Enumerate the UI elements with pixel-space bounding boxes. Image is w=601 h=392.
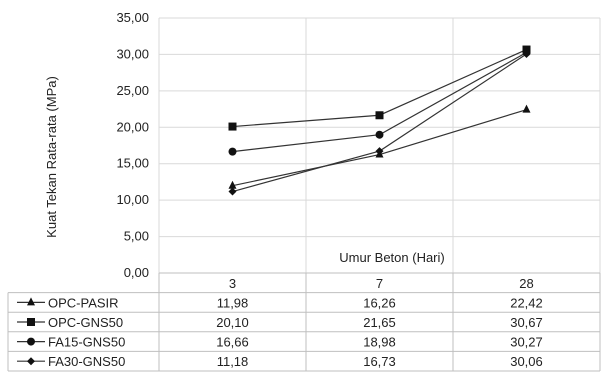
y-tick-label: 30,00: [116, 46, 149, 61]
table-value: 11,98: [217, 295, 249, 310]
legend-marker-opc-pasir: [27, 297, 35, 306]
legend-label-fa30-gns50: FA30-GNS50: [48, 354, 125, 369]
grid-lines: [158, 17, 601, 274]
table-value: 16,26: [363, 295, 396, 310]
point-fa15-gns50: [375, 130, 384, 139]
table-value: 16,66: [216, 335, 249, 350]
x-tick-label: 3: [229, 276, 236, 291]
legend-label-fa15-gns50: FA15-GNS50: [48, 335, 125, 350]
table-value: 20,10: [216, 315, 249, 330]
y-tick-label: 5,00: [124, 229, 149, 244]
legend-marker-fa30-gns50: [27, 357, 35, 366]
point-opc-pasir: [522, 104, 531, 113]
table-value: 30,27: [510, 335, 543, 350]
data-table: 3 7 28 OPC-PASIR 11,98 16,26 22,42 OPC-GNS50 20,…: [7, 272, 601, 372]
table-value: 30,06: [510, 354, 543, 369]
point-fa30-gns50: [375, 147, 384, 156]
table-value: 21,65: [363, 315, 396, 330]
y-axis-title: Kuat Tekan Rata-rata (MPa): [44, 76, 59, 238]
table-value: 30,67: [510, 315, 543, 330]
x-axis-title: Umur Beton (Hari): [339, 250, 444, 265]
point-fa15-gns50: [228, 147, 237, 156]
point-opc-gns50: [375, 111, 384, 120]
point-opc-pasir: [228, 180, 237, 189]
y-tick-label: 15,00: [116, 156, 149, 171]
y-tick-label: 25,00: [116, 83, 149, 98]
legend-label-opc-pasir: OPC-PASIR: [48, 295, 119, 310]
point-fa30-gns50: [522, 49, 531, 58]
y-tick-label: 0,00: [124, 265, 149, 280]
table-value: 18,98: [363, 335, 396, 350]
point-opc-gns50: [228, 122, 237, 131]
y-tick-label: 20,00: [116, 119, 149, 134]
series-lines: [228, 45, 531, 196]
x-tick-label: 28: [519, 276, 533, 291]
legend-label-opc-gns50: OPC-GNS50: [48, 315, 123, 330]
point-fa30-gns50: [228, 187, 237, 196]
table-value: 16,73: [363, 354, 396, 369]
table-value: 22,42: [510, 295, 543, 310]
legend-marker-opc-gns50: [27, 318, 35, 326]
x-tick-label: 7: [376, 276, 383, 291]
table-value: 11,18: [217, 354, 249, 369]
legend-marker-fa15-gns50: [27, 337, 35, 346]
y-axis-ticks: 0,00 5,00 10,00 15,00 20,00 25,00 30,00 35,00: [116, 10, 149, 280]
y-tick-label: 10,00: [116, 192, 149, 207]
y-tick-label: 35,00: [116, 10, 149, 25]
